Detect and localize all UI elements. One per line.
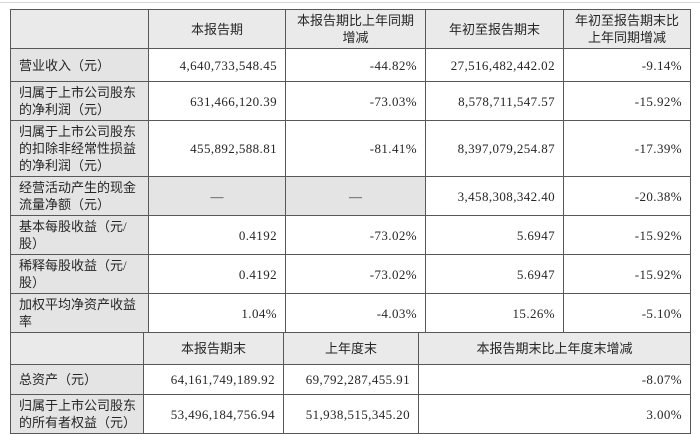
value-current: 0.4192 bbox=[148, 215, 286, 255]
header-ytd-yoy: 年初至报告期末比上年同期增减 bbox=[563, 9, 691, 49]
value-current: 0.4192 bbox=[148, 254, 286, 294]
value-last-year-end: 69,792,287,455.91 bbox=[283, 364, 419, 395]
row-label: 经营活动产生的现金流量净额（元） bbox=[10, 176, 149, 216]
value-current: 4,640,733,548.45 bbox=[148, 48, 286, 82]
value-yoy: -73.03% bbox=[285, 81, 426, 121]
row-label: 归属于上市公司股东的扣除非经常性损益的净利润（元） bbox=[10, 120, 149, 177]
header-ytd: 年初至报告期末 bbox=[425, 9, 564, 49]
table-row-operating-cash-flow: 经营活动产生的现金流量净额（元） — — 3,458,308,342.40 -2… bbox=[10, 176, 691, 216]
summary-header-row: 本报告期 本报告期比上年同期增减 年初至报告期末 年初至报告期末比上年同期增减 bbox=[10, 9, 691, 49]
value-yoy: -73.02% bbox=[285, 254, 426, 294]
value-ytd: 15.26% bbox=[425, 293, 564, 333]
value-period-end: 53,496,184,756.94 bbox=[143, 394, 284, 434]
value-yoy-dash: — bbox=[285, 176, 426, 216]
value-ytd-yoy: -5.10% bbox=[563, 293, 691, 333]
row-label: 总资产（元） bbox=[10, 364, 144, 395]
row-label: 营业收入（元） bbox=[10, 48, 149, 82]
corner-cell bbox=[10, 332, 144, 365]
value-ytd: 27,516,482,442.02 bbox=[425, 48, 564, 82]
table-row-revenue: 营业收入（元） 4,640,733,548.45 -44.82% 27,516,… bbox=[10, 48, 691, 82]
table-row-net-profit: 归属于上市公司股东的净利润（元） 631,466,120.39 -73.03% … bbox=[10, 81, 691, 121]
row-label: 基本每股收益（元/股） bbox=[10, 215, 149, 255]
value-yoy: -4.03% bbox=[285, 293, 426, 333]
corner-cell bbox=[10, 9, 149, 49]
value-ytd: 8,397,079,254.87 bbox=[425, 120, 564, 177]
header-period-end-change: 本报告期末比上年度末增减 bbox=[418, 332, 691, 365]
value-ytd-yoy: -17.39% bbox=[563, 120, 691, 177]
financial-report-tables: 本报告期 本报告期比上年同期增减 年初至报告期末 年初至报告期末比上年同期增减 … bbox=[10, 9, 691, 434]
header-current-period: 本报告期 bbox=[148, 9, 286, 49]
header-current-period-yoy: 本报告期比上年同期增减 bbox=[285, 9, 426, 49]
value-ytd-yoy: -20.38% bbox=[563, 176, 691, 216]
value-ytd-yoy: -15.92% bbox=[563, 254, 691, 294]
value-ytd: 3,458,308,342.40 bbox=[425, 176, 564, 216]
value-current: 631,466,120.39 bbox=[148, 81, 286, 121]
value-period-end: 64,161,749,189.92 bbox=[143, 364, 284, 395]
financial-summary-table: 本报告期 本报告期比上年同期增减 年初至报告期末 年初至报告期末比上年同期增减 … bbox=[10, 9, 691, 333]
table-row-basic-eps: 基本每股收益（元/股） 0.4192 -73.02% 5.6947 -15.92… bbox=[10, 215, 691, 255]
value-ytd-yoy: -9.14% bbox=[563, 48, 691, 82]
value-current: 455,892,588.81 bbox=[148, 120, 286, 177]
table-row-total-assets: 总资产（元） 64,161,749,189.92 69,792,287,455.… bbox=[10, 364, 691, 395]
position-header-row: 本报告期末 上年度末 本报告期末比上年度末增减 bbox=[10, 332, 691, 365]
value-ytd: 5.6947 bbox=[425, 254, 564, 294]
row-label: 归属于上市公司股东的净利润（元） bbox=[10, 81, 149, 121]
financial-position-table: 本报告期末 上年度末 本报告期末比上年度末增减 总资产（元） 64,161,74… bbox=[10, 332, 691, 434]
table-row-weighted-avg-roe: 加权平均净资产收益率 1.04% -4.03% 15.26% -5.10% bbox=[10, 293, 691, 333]
row-label: 加权平均净资产收益率 bbox=[10, 293, 149, 333]
row-label: 归属于上市公司股东的所有者权益（元） bbox=[10, 394, 144, 434]
value-yoy: -44.82% bbox=[285, 48, 426, 82]
table-row-diluted-eps: 稀释每股收益（元/股） 0.4192 -73.02% 5.6947 -15.92… bbox=[10, 254, 691, 294]
value-change: 3.00% bbox=[418, 394, 691, 434]
value-yoy: -81.41% bbox=[285, 120, 426, 177]
top-divider-line bbox=[0, 2, 700, 3]
table-row-net-profit-excl-nonrecurring: 归属于上市公司股东的扣除非经常性损益的净利润（元） 455,892,588.81… bbox=[10, 120, 691, 177]
value-current-dash: — bbox=[148, 176, 286, 216]
row-label: 稀释每股收益（元/股） bbox=[10, 254, 149, 294]
value-change: -8.07% bbox=[418, 364, 691, 395]
table-row-shareholders-equity: 归属于上市公司股东的所有者权益（元） 53,496,184,756.94 51,… bbox=[10, 394, 691, 434]
header-last-year-end: 上年度末 bbox=[283, 332, 419, 365]
value-ytd: 8,578,711,547.57 bbox=[425, 81, 564, 121]
value-ytd-yoy: -15.92% bbox=[563, 81, 691, 121]
header-period-end: 本报告期末 bbox=[143, 332, 284, 365]
value-last-year-end: 51,938,515,345.20 bbox=[283, 394, 419, 434]
value-current: 1.04% bbox=[148, 293, 286, 333]
value-ytd: 5.6947 bbox=[425, 215, 564, 255]
value-yoy: -73.02% bbox=[285, 215, 426, 255]
value-ytd-yoy: -15.92% bbox=[563, 215, 691, 255]
